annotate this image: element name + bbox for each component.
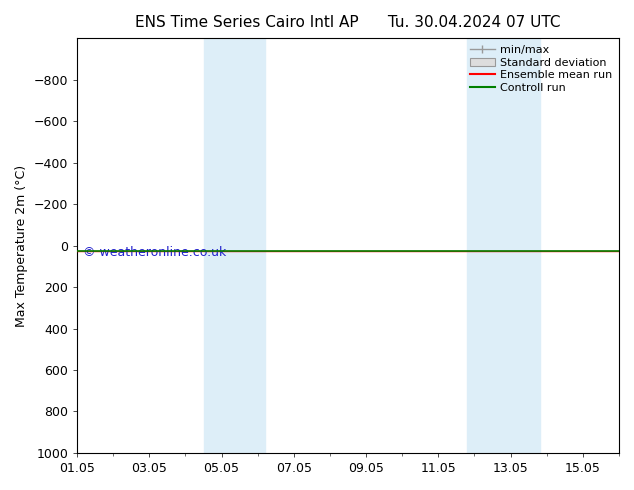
Text: © weatheronline.co.uk: © weatheronline.co.uk — [82, 246, 226, 259]
Bar — [204, 38, 265, 453]
Title: ENS Time Series Cairo Intl AP      Tu. 30.04.2024 07 UTC: ENS Time Series Cairo Intl AP Tu. 30.04.… — [135, 15, 561, 30]
Legend: min/max, Standard deviation, Ensemble mean run, Controll run: min/max, Standard deviation, Ensemble me… — [465, 40, 617, 98]
Bar — [467, 38, 540, 453]
Y-axis label: Max Temperature 2m (°C): Max Temperature 2m (°C) — [15, 165, 28, 327]
